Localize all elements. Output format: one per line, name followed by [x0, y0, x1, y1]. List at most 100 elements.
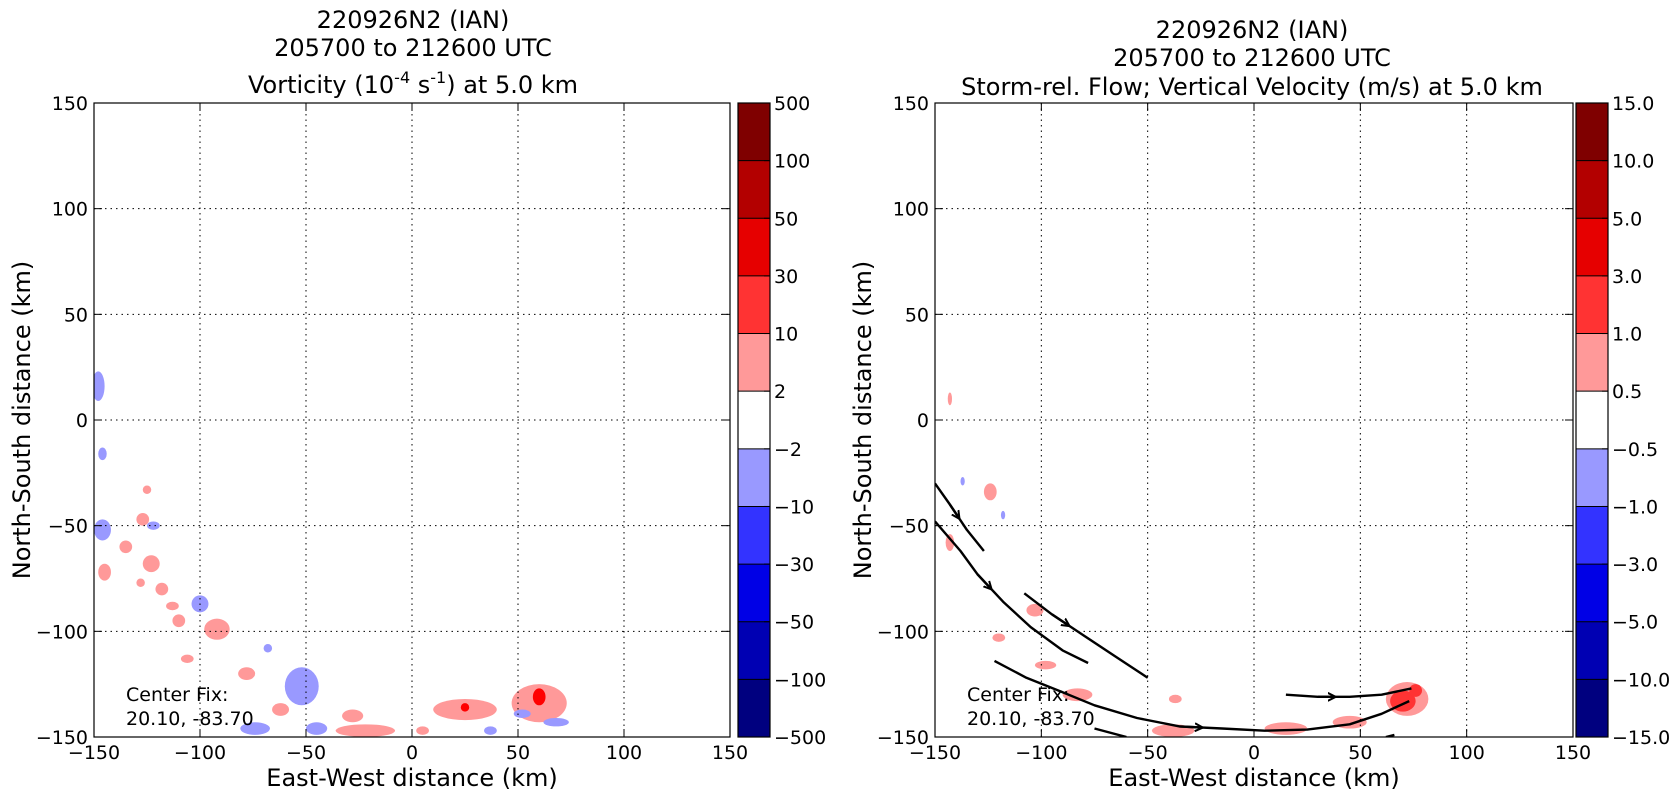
contour-patch [238, 667, 256, 680]
streamline-arrow [976, 573, 991, 588]
colorbar-tick-label: −3.0 [1612, 554, 1658, 576]
contour-patch [460, 703, 470, 712]
colorbar-segment [738, 621, 770, 680]
contour-patch [142, 555, 160, 573]
left-grid [94, 103, 730, 737]
contour-patch [119, 540, 133, 554]
contour-patch [1264, 722, 1308, 735]
contour-patch [306, 722, 328, 735]
colorbar-tick-label: −30 [774, 554, 814, 576]
colorbar-segment [738, 448, 770, 507]
right-center-fix-value: 20.10, -83.70 [967, 708, 1095, 730]
contour-patch [1026, 603, 1044, 617]
x-tick-label: 150 [1555, 742, 1591, 764]
colorbar-tick-label: 50 [774, 208, 798, 230]
contour-patch [272, 703, 290, 716]
left-contour-layer [94, 371, 569, 737]
contour-patch [240, 722, 270, 735]
contour-patch [1409, 684, 1423, 697]
contour-patch [284, 667, 319, 706]
x-tick-label: 0 [1248, 742, 1260, 764]
left-center-fix-value: 20.10, -83.70 [126, 708, 254, 730]
contour-patch [155, 582, 169, 596]
contour-patch [513, 709, 531, 718]
x-tick-label: 150 [712, 742, 748, 764]
colorbar-segment [738, 564, 770, 622]
x-tick-label: −150 [909, 742, 961, 764]
right-title-line-3: Storm-rel. Flow; Vertical Velocity (m/s)… [961, 73, 1543, 101]
x-tick-label: 0 [406, 742, 418, 764]
colorbar-frame [1575, 102, 1609, 738]
colorbar-tick-label: 500 [774, 93, 810, 115]
x-tick-label: −100 [1015, 742, 1067, 764]
left-title-line-3: Vorticity (10-4 s-1) at 5.0 km [248, 68, 578, 99]
colorbar-segment [1576, 506, 1608, 565]
right-grid [935, 103, 1573, 737]
colorbar-tick-label: −100 [774, 669, 826, 691]
left-plot-frame [93, 102, 731, 738]
colorbar-tick-label: −0.5 [1612, 439, 1658, 461]
right-xlabel: East-West distance (km) [1108, 764, 1399, 792]
y-tick-label: −150 [877, 727, 929, 749]
right-center-fix-label: Center Fix: [967, 684, 1069, 706]
left-title-main: Vorticity (10 [248, 71, 394, 99]
y-tick-label: −100 [877, 621, 929, 643]
colorbar-segment [1576, 275, 1608, 334]
y-tick-label: 50 [905, 304, 929, 326]
contour-patch [94, 519, 111, 541]
y-tick-label: 150 [52, 93, 88, 115]
contour-patch [204, 618, 230, 640]
left-title-line-1: 220926N2 (IAN) [317, 6, 510, 34]
x-tick-label: −50 [1128, 742, 1168, 764]
left-center-fix-label: Center Fix: [126, 684, 228, 706]
colorbar-segment [738, 218, 770, 276]
colorbar-segment [1576, 103, 1608, 161]
contour-patch [992, 633, 1006, 642]
left-title-end: ) at 5.0 km [446, 71, 578, 99]
x-tick-label: −100 [174, 742, 226, 764]
colorbar-segment [1576, 218, 1608, 276]
y-tick-label: −150 [36, 727, 88, 749]
x-tick-label: −150 [68, 742, 120, 764]
colorbar-tick-label: −2 [774, 439, 802, 461]
contour-patch [342, 709, 364, 723]
contour-patch [94, 371, 105, 401]
streamline [1094, 727, 1127, 737]
right-streamlines [935, 482, 1412, 737]
x-tick-label: −50 [286, 742, 326, 764]
colorbar-segment [1576, 564, 1608, 622]
streamline [1285, 687, 1412, 698]
colorbar-tick-label: 5.0 [1612, 208, 1642, 230]
y-tick-label: −50 [48, 516, 88, 538]
contour-patch [136, 512, 150, 526]
x-tick-label: 100 [606, 742, 642, 764]
streamline-arrow [948, 503, 959, 518]
contour-patch [945, 534, 955, 552]
y-tick-label: 150 [893, 93, 929, 115]
colorbar-tick-label: 10.0 [1612, 151, 1654, 173]
colorbar-tick-label: 2 [774, 381, 786, 403]
contour-patch [960, 477, 965, 486]
colorbar-tick-label: 100 [774, 151, 810, 173]
colorbar-segment [1576, 448, 1608, 507]
colorbar-segment [1576, 679, 1608, 737]
streamline [935, 520, 1089, 665]
colorbar-segment [738, 103, 770, 161]
contour-patch [172, 614, 186, 628]
x-tick-label: 50 [1348, 742, 1372, 764]
contour-patch [1000, 510, 1006, 520]
left-ylabel: North-South distance (km) [8, 261, 36, 580]
left-xlabel: East-West distance (km) [266, 764, 557, 792]
contour-patch [147, 521, 160, 530]
streamline-arrow [1179, 726, 1201, 727]
y-tick-label: 0 [917, 410, 929, 432]
colorbar-tick-label: 10 [774, 324, 798, 346]
contour-patch [180, 654, 194, 664]
left-colorbar: 500 100 50 30 10 2 −2 −10 −30 −50 −100 −500 [737, 93, 826, 749]
left-title-mid: s [410, 71, 430, 99]
x-tick-label: 50 [506, 742, 530, 764]
colorbar-segment [738, 391, 770, 449]
colorbar-tick-label: 15.0 [1612, 93, 1654, 115]
colorbar-tick-label: −50 [774, 612, 814, 634]
